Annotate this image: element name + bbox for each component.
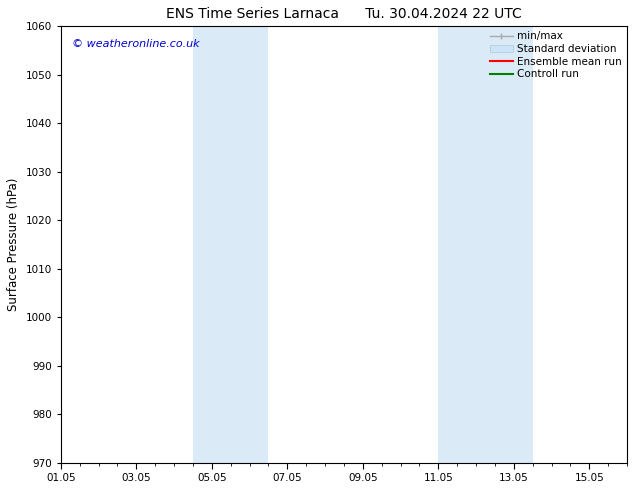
Text: © weatheronline.co.uk: © weatheronline.co.uk (72, 39, 200, 49)
Y-axis label: Surface Pressure (hPa): Surface Pressure (hPa) (7, 178, 20, 311)
Bar (193, 26, 268, 463)
Bar (438, 26, 533, 463)
Legend: min/max, Standard deviation, Ensemble mean run, Controll run: min/max, Standard deviation, Ensemble me… (488, 29, 624, 81)
Title: ENS Time Series Larnaca      Tu. 30.04.2024 22 UTC: ENS Time Series Larnaca Tu. 30.04.2024 2… (166, 7, 522, 21)
